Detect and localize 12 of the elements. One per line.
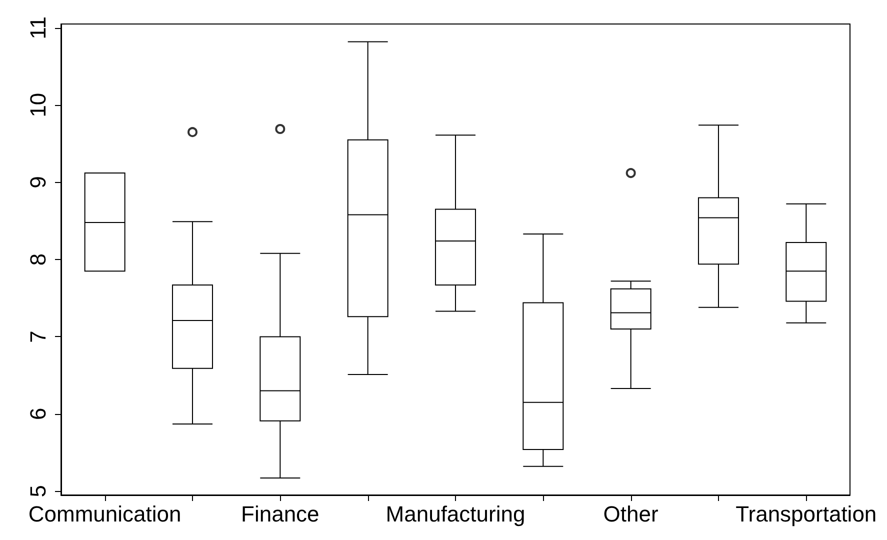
x-tick-label: Transportation xyxy=(736,502,877,526)
x-tick-label: Other xyxy=(603,502,658,526)
x-tick-label: Manufacturing xyxy=(386,502,526,526)
y-tick-label: 7 xyxy=(26,330,50,343)
y-tick-label: 6 xyxy=(26,408,50,420)
y-tick-label: 8 xyxy=(26,253,50,266)
y-tick-label: 11 xyxy=(26,16,50,40)
x-tick-label: Communication xyxy=(28,502,182,526)
y-tick-label: 5 xyxy=(26,485,50,498)
x-tick-label: Finance xyxy=(241,502,320,526)
y-tick-label: 10 xyxy=(26,92,50,118)
y-tick-label: 9 xyxy=(26,176,50,188)
